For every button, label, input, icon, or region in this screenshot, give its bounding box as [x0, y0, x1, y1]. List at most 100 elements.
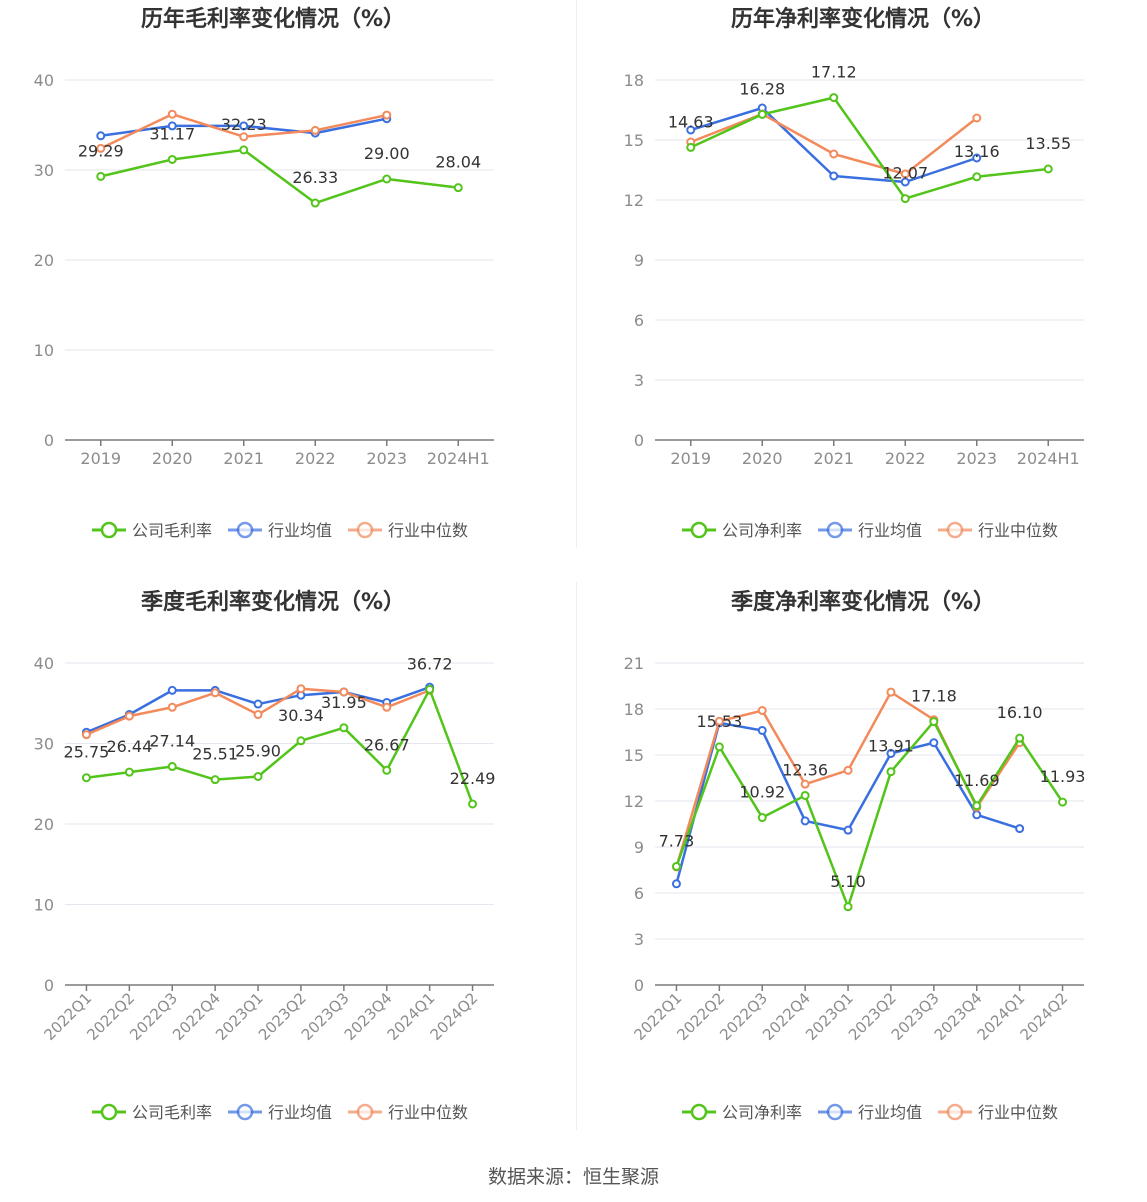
data-point-company[interactable] — [900, 194, 910, 204]
data-point-avg[interactable] — [167, 121, 177, 131]
y-tick-label: 18 — [624, 700, 644, 719]
data-point-median[interactable] — [757, 706, 767, 716]
data-point-company[interactable] — [1043, 164, 1053, 174]
chart-title: 季度毛利率变化情况（%） — [141, 589, 405, 615]
data-label: 13.91 — [868, 737, 914, 756]
data-point-avg[interactable] — [757, 725, 767, 735]
data-point-median[interactable] — [239, 132, 249, 142]
data-point-company[interactable] — [310, 198, 320, 208]
data-point-company[interactable] — [714, 742, 724, 752]
data-point-company[interactable] — [382, 174, 392, 184]
data-point-median[interactable] — [843, 765, 853, 775]
data-point-median[interactable] — [124, 711, 134, 721]
data-point-company[interactable] — [124, 767, 134, 777]
y-tick-label: 0 — [44, 976, 54, 995]
data-point-median[interactable] — [886, 687, 896, 697]
data-point-avg[interactable] — [829, 171, 839, 181]
data-point-median[interactable] — [382, 110, 392, 120]
chart-panel: 历年净利率变化情况（%） 0 3 6 9 12 15 18 2019 2020 2021 2022 20… — [624, 6, 1084, 540]
legend-item[interactable]: 行业均值 — [818, 521, 922, 540]
data-point-company[interactable] — [167, 154, 177, 164]
data-point-median[interactable] — [81, 730, 91, 740]
data-point-company[interactable] — [339, 723, 349, 733]
data-point-median[interactable] — [714, 716, 724, 726]
data-point-avg[interactable] — [929, 738, 939, 748]
data-point-avg[interactable] — [686, 125, 696, 135]
data-point-company[interactable] — [210, 775, 220, 785]
x-tick-label: 2024H1 — [1017, 449, 1080, 468]
data-point-company[interactable] — [253, 772, 263, 782]
legend-item[interactable]: 行业均值 — [818, 1103, 922, 1122]
data-label: 31.17 — [149, 124, 195, 143]
data-point-company[interactable] — [972, 801, 982, 811]
data-point-company[interactable] — [843, 902, 853, 912]
data-label: 10.92 — [739, 783, 785, 802]
legend-label: 公司净利率 — [722, 521, 802, 540]
data-point-median[interactable] — [167, 109, 177, 119]
data-point-median[interactable] — [167, 702, 177, 712]
data-point-avg[interactable] — [167, 685, 177, 695]
legend-item[interactable]: 行业中位数 — [348, 1103, 468, 1122]
data-point-company[interactable] — [829, 93, 839, 103]
legend-item[interactable]: 公司净利率 — [682, 521, 802, 540]
data-point-median[interactable] — [310, 125, 320, 135]
chart-title: 季度净利率变化情况（%） — [731, 589, 995, 615]
data-label: 22.49 — [450, 769, 496, 788]
data-point-company[interactable] — [686, 142, 696, 152]
data-label: 11.69 — [954, 771, 1000, 790]
legend-item[interactable]: 公司净利率 — [682, 1103, 802, 1122]
data-point-company[interactable] — [96, 171, 106, 181]
data-point-company[interactable] — [81, 773, 91, 783]
data-point-company[interactable] — [800, 790, 810, 800]
y-tick-label: 0 — [634, 976, 644, 995]
data-point-company[interactable] — [296, 736, 306, 746]
data-point-avg[interactable] — [96, 131, 106, 141]
legend-item[interactable]: 行业均值 — [228, 521, 332, 540]
data-point-median[interactable] — [253, 710, 263, 720]
data-point-median[interactable] — [339, 687, 349, 697]
data-point-company[interactable] — [671, 861, 681, 871]
legend-item[interactable]: 行业均值 — [228, 1103, 332, 1122]
data-point-avg[interactable] — [886, 748, 896, 758]
data-point-company[interactable] — [757, 109, 767, 119]
data-point-company[interactable] — [1015, 733, 1025, 743]
data-point-company[interactable] — [929, 717, 939, 727]
data-point-company[interactable] — [167, 762, 177, 772]
legend-item[interactable]: 公司毛利率 — [92, 521, 212, 540]
x-tick-label: 2022 — [885, 449, 926, 468]
legend-label: 公司毛利率 — [132, 1103, 212, 1122]
data-point-avg[interactable] — [671, 879, 681, 889]
data-point-median[interactable] — [96, 143, 106, 153]
data-point-median[interactable] — [296, 684, 306, 694]
data-point-avg[interactable] — [972, 810, 982, 820]
data-point-company[interactable] — [425, 684, 435, 694]
data-point-company[interactable] — [1058, 797, 1068, 807]
legend-item[interactable]: 行业中位数 — [348, 521, 468, 540]
data-point-avg[interactable] — [800, 816, 810, 826]
data-point-company[interactable] — [239, 145, 249, 155]
data-point-median[interactable] — [210, 688, 220, 698]
data-point-avg[interactable] — [239, 121, 249, 131]
legend-item[interactable]: 行业中位数 — [938, 1103, 1058, 1122]
y-tick-label: 15 — [624, 746, 644, 765]
data-point-company[interactable] — [972, 172, 982, 182]
data-point-avg[interactable] — [843, 825, 853, 835]
data-point-company[interactable] — [757, 813, 767, 823]
data-point-avg[interactable] — [972, 153, 982, 163]
data-label: 28.04 — [435, 153, 481, 172]
data-point-company[interactable] — [453, 183, 463, 193]
data-point-median[interactable] — [900, 169, 910, 179]
data-point-median[interactable] — [800, 779, 810, 789]
data-point-avg[interactable] — [1015, 824, 1025, 834]
data-point-company[interactable] — [468, 799, 478, 809]
data-point-avg[interactable] — [253, 699, 263, 709]
data-point-company[interactable] — [886, 767, 896, 777]
legend-swatch-marker — [826, 1103, 844, 1121]
legend-label: 行业中位数 — [978, 521, 1058, 540]
legend-item[interactable]: 行业中位数 — [938, 521, 1058, 540]
data-point-company[interactable] — [382, 765, 392, 775]
data-point-median[interactable] — [382, 702, 392, 712]
legend-item[interactable]: 公司毛利率 — [92, 1103, 212, 1122]
data-point-median[interactable] — [972, 113, 982, 123]
data-point-median[interactable] — [829, 149, 839, 159]
